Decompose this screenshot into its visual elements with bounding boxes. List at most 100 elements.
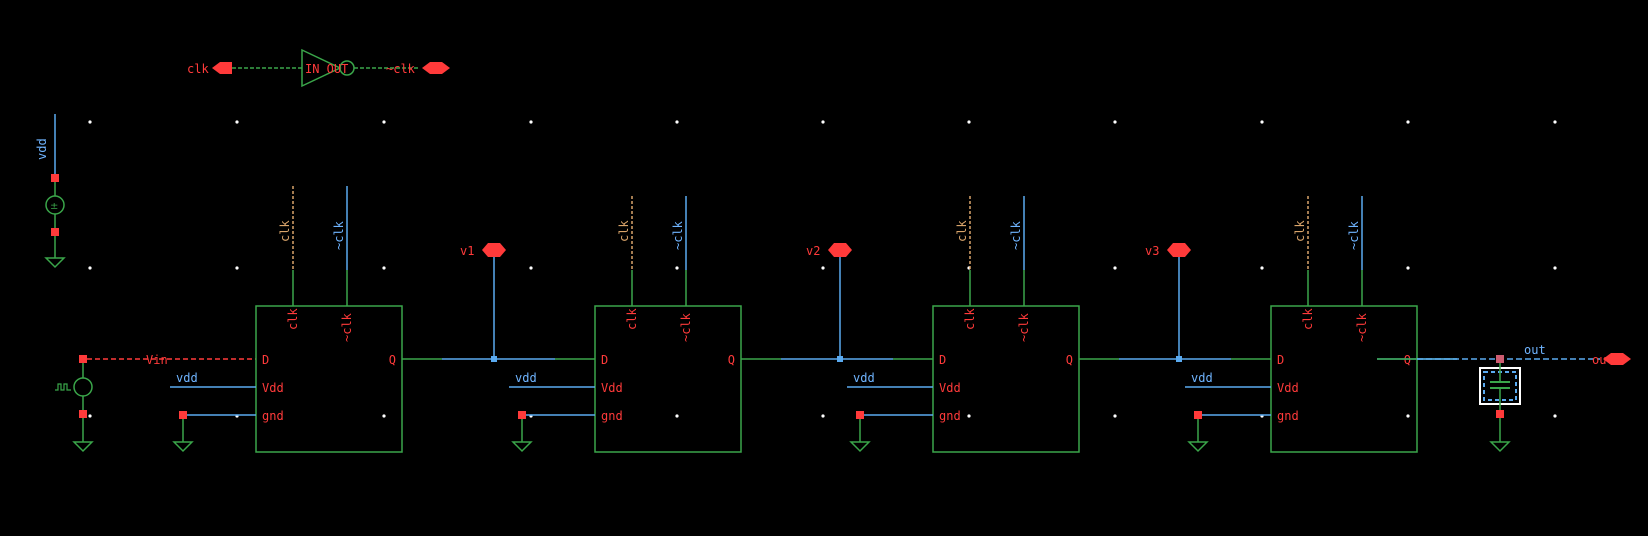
probe-label: v3 [1145,244,1159,258]
vdd-net-label: vdd [1191,371,1213,385]
ground-icon [1489,441,1511,453]
grid-dot [821,120,825,124]
d-pin-label: D [262,353,269,367]
d-pin-label: D [601,353,608,367]
vdd-net-label: vdd [515,371,537,385]
inverter-out-label: ~clk [386,62,416,76]
probe-port-icon[interactable] [482,243,506,257]
inverter-triangle-icon[interactable] [301,48,342,88]
nclk-pin-label: ~clk [1355,312,1369,342]
grid-dot [1553,120,1557,124]
q-pin-label: Q [1404,353,1411,367]
output-stage[interactable]: out out [1417,343,1631,453]
cap-gnd-pin [1496,410,1504,418]
input-source[interactable]: Vin [55,353,256,453]
grid-dots [88,120,1557,418]
d-pin-label: D [939,353,946,367]
grid-dot [1113,120,1117,124]
gnd-pin [856,411,864,419]
grid-dot [967,120,971,124]
grid-dot [88,266,92,270]
grid-dot [1406,414,1410,418]
nclk-net-label: ~clk [671,220,685,250]
ground-icon [849,441,871,453]
vin-gnd-pin [79,410,87,418]
inverter[interactable]: clk IN OUT ~clk [187,48,450,88]
vdd-net-label: vdd [35,138,49,160]
grid-dot [1113,266,1117,270]
grid-dot [1406,120,1410,124]
gnd-pin-label: gnd [939,409,961,423]
flip-flop-body[interactable] [1270,305,1418,453]
vdd-pin [51,174,59,182]
vin-pin [79,355,87,363]
flip-flop-body[interactable] [594,305,742,453]
flip-flop-body[interactable] [932,305,1080,453]
gnd-pin-label: gnd [262,409,284,423]
vdd-pin-label: Vdd [939,381,961,395]
clk-pin-label: clk [963,308,977,330]
q-pin-label: Q [389,353,396,367]
grid-dot [529,266,533,270]
flip-flop-body[interactable] [255,305,403,453]
probe-junction [1176,356,1182,362]
grid-dot [821,266,825,270]
nclk-pin-label: ~clk [340,312,354,342]
grid-dot [235,120,239,124]
nclk-pin-label: ~clk [1017,312,1031,342]
grid-dot [382,120,386,124]
clk-net-label: clk [955,220,969,242]
clk-net-label: clk [1293,220,1307,242]
vdd-gnd-pin [51,228,59,236]
vdd-net-label: vdd [853,371,875,385]
clk-net-label: clk [278,220,292,242]
grid-dot [1260,266,1264,270]
ground-icon [511,441,533,453]
vdd-source[interactable]: vdd ± [35,114,66,269]
d-pin-label: D [1277,353,1284,367]
pulse-wave-icon [55,383,71,391]
nclk-net-label: ~clk [332,220,346,250]
grid-dot [88,120,92,124]
grid-dot [675,414,679,418]
probe-label: v1 [460,244,474,258]
clk-pin-label: clk [1301,308,1315,330]
probe-junction [837,356,843,362]
probe-label: v2 [806,244,820,258]
grid-dot [675,120,679,124]
grid-dot [1553,266,1557,270]
ground-icon [44,257,66,269]
vdd-pin-label: Vdd [601,381,623,395]
probe-port-icon[interactable] [828,243,852,257]
vin-net-label: Vin [146,353,168,367]
q-pin-label: Q [1066,353,1073,367]
probe-port-icon[interactable] [1167,243,1191,257]
grid-dot [675,266,679,270]
gnd-pin [1194,411,1202,419]
ground-icon [172,441,194,453]
grid-dot [529,120,533,124]
nclk-net-label: ~clk [1347,220,1361,250]
grid-dot [1406,266,1410,270]
clk-port-icon[interactable] [212,62,232,74]
grid-dot [1553,414,1557,418]
nclk-port-icon[interactable] [422,62,450,74]
grid-dot [967,414,971,418]
out-port-icon[interactable] [1603,353,1631,365]
vdd-pin-label: Vdd [262,381,284,395]
nclk-net-label: ~clk [1009,220,1023,250]
nclk-pin-label: ~clk [679,312,693,342]
vdd-pin-label: Vdd [1277,381,1299,395]
grid-dot [235,266,239,270]
out-net-label: out [1524,343,1546,357]
clk-pin-label: clk [625,308,639,330]
gnd-pin [179,411,187,419]
pulse-source-icon[interactable] [73,377,93,397]
probe-junction [491,356,497,362]
